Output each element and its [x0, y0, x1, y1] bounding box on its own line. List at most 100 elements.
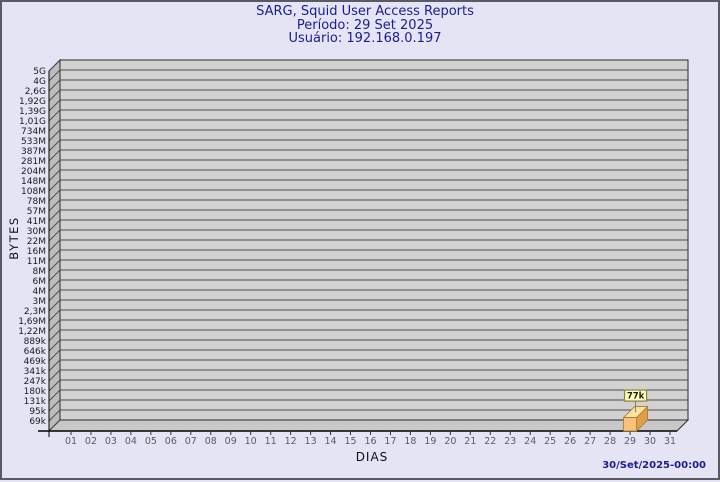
- x-axis-tick-label: 01: [65, 436, 77, 447]
- left-wall-ridge: [48, 59, 61, 72]
- left-wall-ridge: [48, 129, 61, 142]
- left-wall-ridge: [48, 409, 61, 422]
- y-axis-tick-label: 469k: [24, 357, 47, 367]
- y-axis-tick-label: 41M: [27, 217, 46, 227]
- y-axis-tick-label: 16M: [27, 247, 46, 257]
- left-wall-ridge: [48, 139, 61, 152]
- left-wall-ridge: [48, 189, 61, 202]
- left-wall-ridge: [48, 379, 61, 392]
- chart-user-subtitle: Usuário: 192.168.0.197: [288, 31, 442, 46]
- y-axis-tick-label: 30M: [27, 227, 46, 237]
- left-wall-ridge: [48, 199, 61, 212]
- y-axis-tick-label: 1,69M: [18, 317, 46, 327]
- y-axis-tick-label: 180k: [24, 387, 47, 397]
- y-axis-tick-label: 108M: [21, 187, 46, 197]
- y-axis-tick-label: 57M: [27, 207, 46, 217]
- chart-header: SARG, Squid User Access Reports Período:…: [256, 5, 474, 46]
- y-axis-tick-label: 2,3M: [24, 307, 46, 317]
- x-axis-tick-label: 10: [245, 436, 257, 447]
- y-axis-tick-label: 387M: [21, 147, 46, 157]
- x-axis-tick-label: 17: [384, 436, 396, 447]
- y-axis-tick-label: 69k: [29, 417, 46, 427]
- left-wall-ridge: [48, 269, 61, 282]
- y-axis-tick-label: 11M: [27, 257, 46, 267]
- x-axis-tick-label: 20: [444, 436, 456, 447]
- left-wall-ridge: [48, 279, 61, 292]
- y-axis-tick-label: 734M: [21, 127, 46, 137]
- bar-front-face: [623, 417, 637, 432]
- y-axis-tick-label: 6M: [33, 277, 47, 287]
- y-axis-tick-label: 1,22M: [18, 327, 46, 337]
- y-axis-tick-label: 281M: [21, 157, 46, 167]
- y-axis-tick-label: 1,01G: [19, 117, 46, 127]
- y-axis-tick-label: 889k: [24, 337, 47, 347]
- x-axis-tick-label: 18: [404, 436, 416, 447]
- x-axis-tick-label: 02: [85, 436, 97, 447]
- left-wall-ridge: [48, 249, 61, 262]
- left-wall-ridge: [48, 329, 61, 342]
- x-axis-tick-label: 19: [424, 436, 436, 447]
- y-axis-tick-label: 5G: [33, 67, 46, 77]
- x-axis-tick-label: 26: [564, 436, 576, 447]
- x-axis-tick-label: 23: [504, 436, 516, 447]
- left-wall-ridge: [48, 349, 61, 362]
- left-wall-ridge: [48, 399, 61, 412]
- left-wall-ridge: [48, 369, 61, 382]
- x-axis-tick-label: 05: [145, 436, 157, 447]
- y-axis-tick-label: 4M: [33, 287, 47, 297]
- left-wall-ridge: [48, 99, 61, 112]
- x-axis-tick-label: 21: [464, 436, 476, 447]
- left-wall-ridge: [48, 169, 61, 182]
- y-axis-title: BYTES: [7, 216, 21, 259]
- y-axis-tick-label: 78M: [27, 197, 46, 207]
- y-axis-tick-label: 95k: [29, 407, 46, 417]
- x-axis-tick-label: 08: [205, 436, 217, 447]
- left-wall-ridge: [48, 119, 61, 132]
- left-wall-ridge: [48, 359, 61, 372]
- bar-value-label-box: [623, 389, 648, 402]
- y-axis-tick-label: 646k: [24, 347, 47, 357]
- report-timestamp: 30/Set/2025-00:00: [602, 460, 706, 471]
- x-axis-tick-label: 13: [305, 436, 317, 447]
- left-wall-ridge: [48, 289, 61, 302]
- left-wall-ridge: [48, 229, 61, 242]
- y-axis-tick-label: 1,39G: [19, 107, 46, 117]
- y-axis-tick-label: 148M: [21, 177, 46, 187]
- x-axis-tick-label: 03: [105, 436, 117, 447]
- left-wall-ridge: [48, 69, 61, 82]
- x-axis-tick-label: 06: [165, 436, 177, 447]
- left-wall-ridge: [48, 219, 61, 232]
- y-axis-tick-label: 3M: [33, 297, 47, 307]
- y-axis-tick-label: 4G: [33, 77, 46, 87]
- left-wall-ridge: [48, 309, 61, 322]
- x-axis-tick-label: 29: [624, 436, 636, 447]
- y-axis-tick-label: 204M: [21, 167, 46, 177]
- y-axis-tick-label: 22M: [27, 237, 46, 247]
- x-axis-tick-label: 28: [604, 436, 616, 447]
- x-axis-tick-label: 25: [544, 436, 556, 447]
- left-wall-ridge: [48, 259, 61, 272]
- x-axis-tick-label: 22: [484, 436, 496, 447]
- x-axis-tick-label: 27: [584, 436, 596, 447]
- left-wall-ridge: [48, 159, 61, 172]
- y-axis-tick-label: 341k: [24, 367, 47, 377]
- x-axis-tick-label: 24: [524, 436, 536, 447]
- x-axis-tick-label: 30: [644, 436, 656, 447]
- left-wall-ridge: [48, 299, 61, 312]
- y-axis-tick-label: 2,6G: [25, 87, 46, 97]
- left-wall-ridge: [48, 79, 61, 92]
- x-axis-title: DIAS: [356, 450, 389, 464]
- left-wall-ridge: [48, 319, 61, 332]
- plot-floor: [47, 419, 690, 432]
- x-axis-tick-label: 31: [664, 436, 676, 447]
- x-axis-tick-label: 11: [265, 436, 277, 447]
- y-axis-tick-label: 1,92G: [19, 97, 46, 107]
- left-wall-ridge: [48, 109, 61, 122]
- x-axis-tick-label: 04: [125, 436, 137, 447]
- y-axis-tick-label: 247k: [24, 377, 47, 387]
- chart-period-subtitle: Período: 29 Set 2025: [296, 17, 434, 33]
- left-wall-ridge: [48, 89, 61, 102]
- x-axis-tick-label: 12: [285, 436, 297, 447]
- left-wall-ridge: [48, 419, 61, 432]
